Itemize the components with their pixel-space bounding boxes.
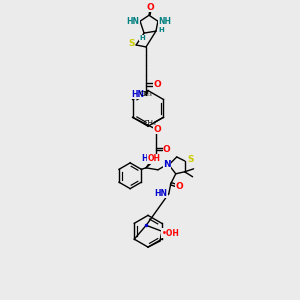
Text: H: H: [139, 35, 145, 41]
Text: S: S: [188, 155, 194, 164]
Text: HN: HN: [132, 90, 145, 99]
Text: S: S: [128, 40, 134, 49]
Text: O: O: [176, 182, 184, 191]
Text: •OH: •OH: [162, 229, 180, 238]
Text: HN: HN: [154, 189, 167, 198]
Text: OH: OH: [148, 154, 160, 164]
Text: H: H: [158, 27, 164, 33]
Text: CH₃: CH₃: [143, 120, 156, 126]
Text: CH₃: CH₃: [140, 91, 153, 97]
Text: O: O: [163, 145, 171, 154]
Text: HN: HN: [142, 154, 154, 164]
Text: O: O: [153, 125, 161, 134]
Text: N: N: [163, 160, 171, 169]
Text: NH: NH: [158, 17, 171, 26]
Text: HN: HN: [127, 17, 140, 26]
Text: O: O: [153, 80, 161, 89]
Text: O: O: [146, 3, 154, 12]
